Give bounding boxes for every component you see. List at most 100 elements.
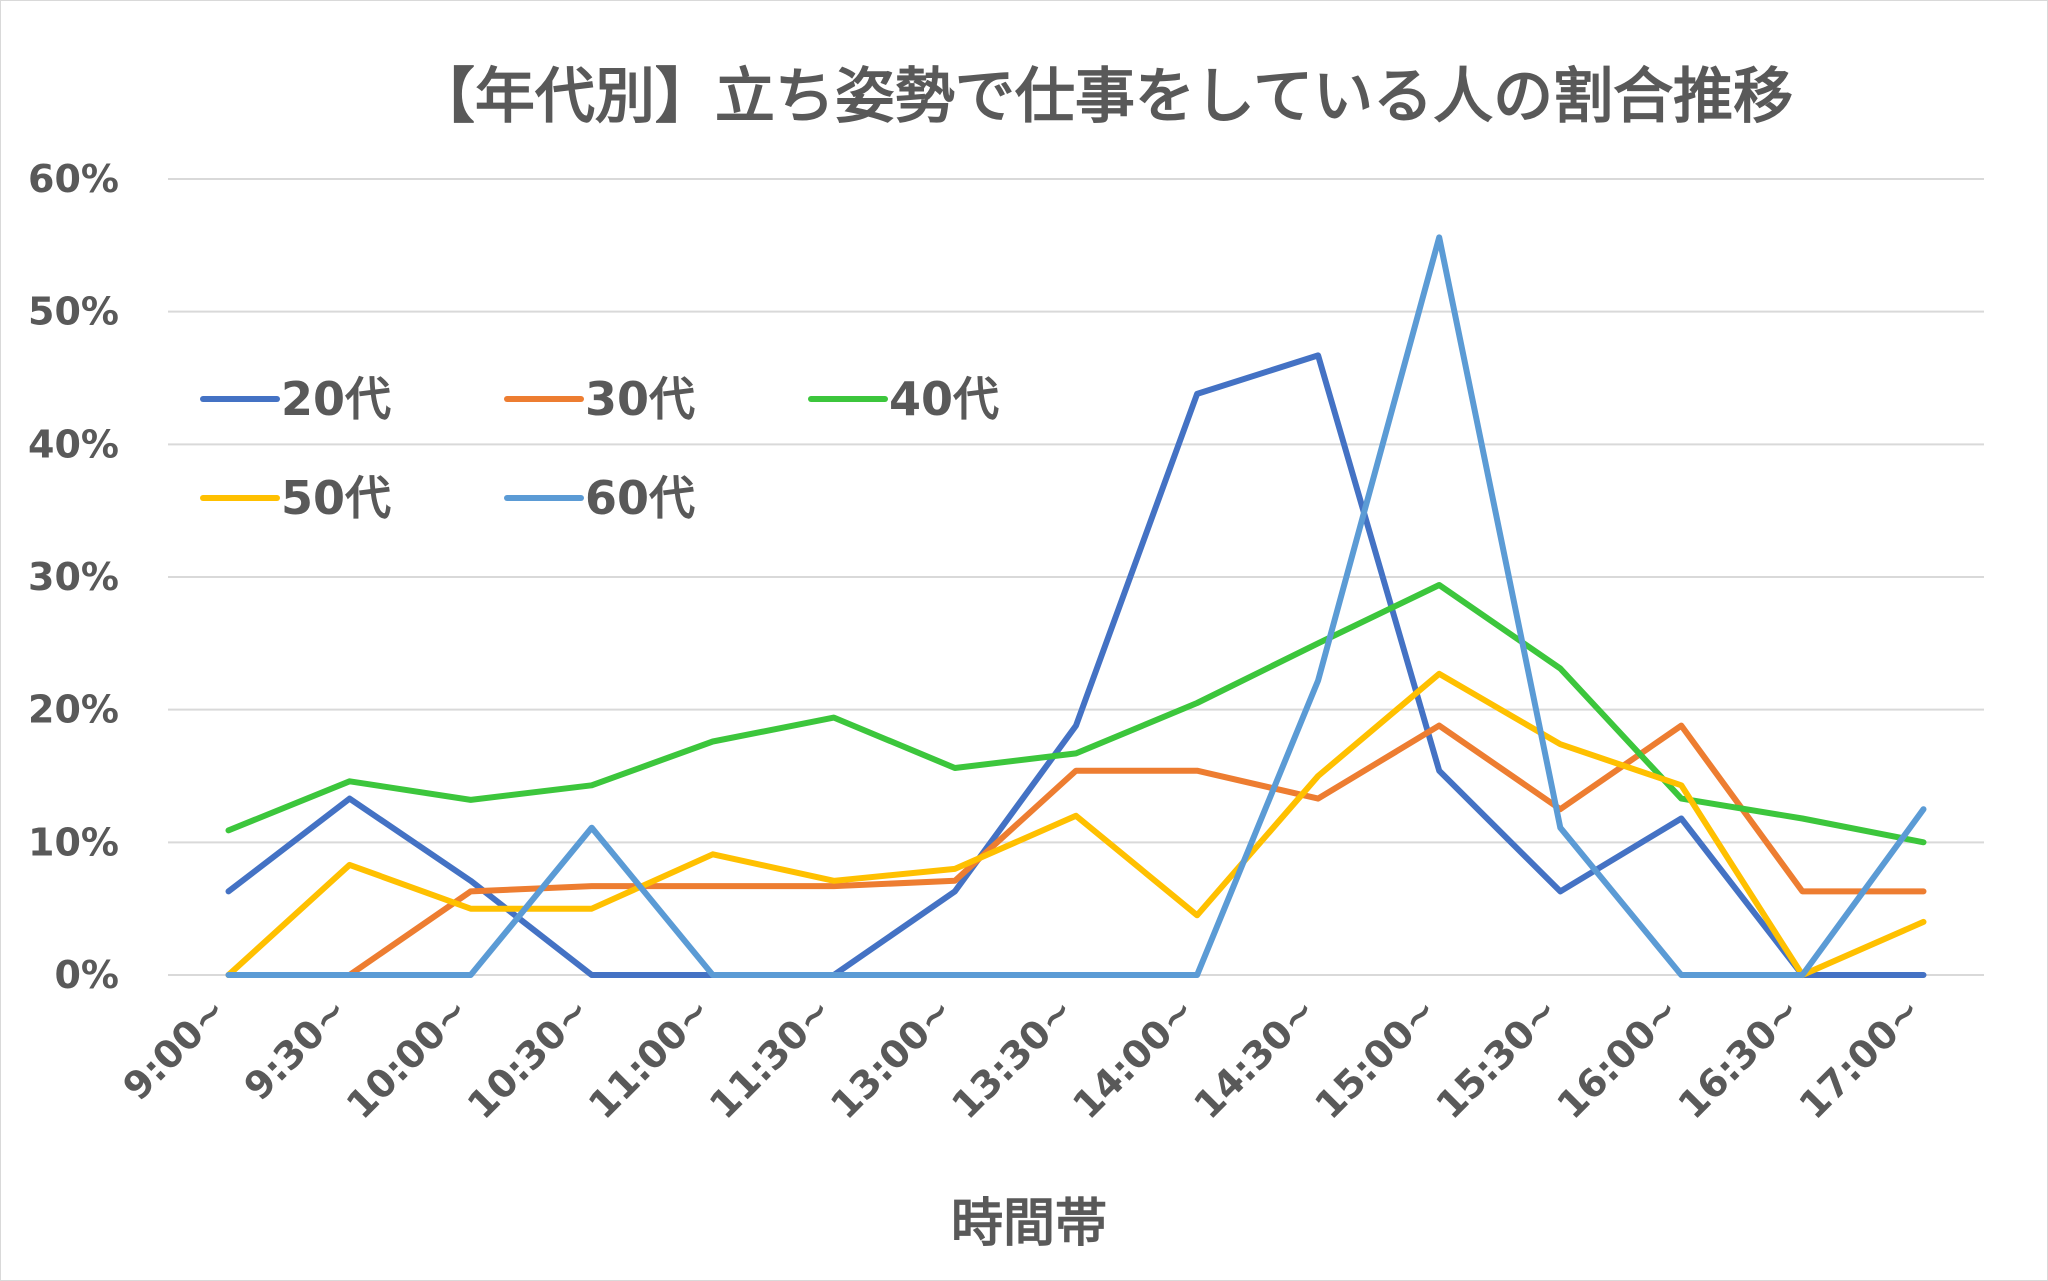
data-point <box>1678 782 1684 788</box>
data-point <box>1315 677 1321 683</box>
x-tick-label: 10:30~ <box>459 988 598 1127</box>
data-point <box>468 972 474 978</box>
data-point <box>1315 640 1321 646</box>
data-point <box>1315 773 1321 779</box>
data-point <box>952 866 958 872</box>
data-point <box>589 972 595 978</box>
data-point <box>1436 234 1442 240</box>
data-point <box>1073 768 1079 774</box>
data-point <box>710 851 716 857</box>
data-point <box>1557 741 1563 747</box>
legend-label: 30代 <box>585 372 695 426</box>
data-point <box>589 825 595 831</box>
x-tick-label: 17:00~ <box>1791 988 1930 1127</box>
data-point <box>226 888 232 894</box>
x-tick-label: 14:30~ <box>1185 988 1324 1127</box>
data-point <box>1557 825 1563 831</box>
data-point <box>589 782 595 788</box>
data-point <box>952 972 958 978</box>
data-point <box>1799 972 1805 978</box>
data-point <box>831 972 837 978</box>
data-point <box>1194 972 1200 978</box>
data-point <box>831 883 837 889</box>
series-line-4 <box>225 670 1927 978</box>
data-point <box>1920 806 1926 812</box>
data-point <box>952 765 958 771</box>
x-tick-label: 13:00~ <box>822 988 961 1127</box>
data-point <box>468 797 474 803</box>
x-tick-label: 13:30~ <box>943 988 1082 1127</box>
data-point <box>1678 796 1684 802</box>
gridlines <box>168 178 1984 976</box>
data-point <box>1920 888 1926 894</box>
x-tick-label: 16:00~ <box>1549 988 1688 1127</box>
data-point <box>710 972 716 978</box>
data-point <box>1194 768 1200 774</box>
data-point <box>1436 768 1442 774</box>
data-point <box>347 796 353 802</box>
legend-label: 50代 <box>281 471 391 525</box>
data-point <box>589 883 595 889</box>
data-point <box>1194 912 1200 918</box>
x-tick-label: 16:30~ <box>1670 988 1809 1127</box>
data-point <box>589 906 595 912</box>
y-tick-label: 20% <box>28 688 119 732</box>
x-tick-label: 9:00~ <box>114 988 234 1108</box>
x-tick-label: 11:00~ <box>580 988 719 1127</box>
data-point <box>1920 839 1926 845</box>
legend-label: 60代 <box>585 471 695 525</box>
y-tick-label: 0% <box>54 953 119 997</box>
series-line-2 <box>225 722 1927 978</box>
data-point <box>468 878 474 884</box>
y-axis-ticks: 0% 10% 20% 30% 40% 50% 60% <box>28 157 119 997</box>
data-point <box>1557 888 1563 894</box>
data-point <box>710 883 716 889</box>
data-point <box>831 715 837 721</box>
y-tick-label: 40% <box>28 422 119 466</box>
data-point <box>1194 700 1200 706</box>
data-point <box>1678 815 1684 821</box>
x-tick-label: 9:30~ <box>236 988 356 1108</box>
y-tick-label: 30% <box>28 555 119 599</box>
data-point <box>468 888 474 894</box>
data-point <box>1073 972 1079 978</box>
data-point <box>347 778 353 784</box>
data-point <box>1920 919 1926 925</box>
data-point <box>1678 972 1684 978</box>
data-point <box>1799 888 1805 894</box>
x-axis-label: 時間帯 <box>951 1194 1107 1254</box>
data-point <box>226 827 232 833</box>
series-line-1 <box>225 352 1927 978</box>
data-point <box>831 878 837 884</box>
data-point <box>347 972 353 978</box>
series-line-3 <box>225 582 1927 846</box>
data-point <box>1557 666 1563 672</box>
legend-label: 20代 <box>281 372 391 426</box>
chart-title: 【年代別】立ち姿勢で仕事をしている人の割合推移 <box>415 62 1793 132</box>
data-point <box>1920 972 1926 978</box>
x-tick-label: 14:00~ <box>1064 988 1203 1127</box>
legend-label: 40代 <box>889 372 999 426</box>
data-point <box>1436 582 1442 588</box>
data-point <box>952 878 958 884</box>
data-point <box>710 739 716 745</box>
data-point <box>468 906 474 912</box>
legend: 20代 30代 40代 50代 60代 <box>200 372 999 525</box>
data-point <box>1436 723 1442 729</box>
y-tick-label: 10% <box>28 820 119 864</box>
data-point <box>1194 391 1200 397</box>
data-point <box>1678 723 1684 729</box>
x-tick-label: 15:00~ <box>1306 988 1445 1127</box>
data-point <box>1315 352 1321 358</box>
data-point <box>952 888 958 894</box>
data-point <box>1436 671 1442 677</box>
y-tick-label: 60% <box>28 157 119 201</box>
y-tick-label: 50% <box>28 290 119 334</box>
x-tick-label: 15:30~ <box>1427 988 1566 1127</box>
data-point <box>1073 813 1079 819</box>
data-point <box>1073 750 1079 756</box>
data-point <box>1073 723 1079 729</box>
x-axis-ticks: 9:00~ 9:30~10:00~10:30~11:00~11:30~13:00~… <box>114 988 1929 1127</box>
